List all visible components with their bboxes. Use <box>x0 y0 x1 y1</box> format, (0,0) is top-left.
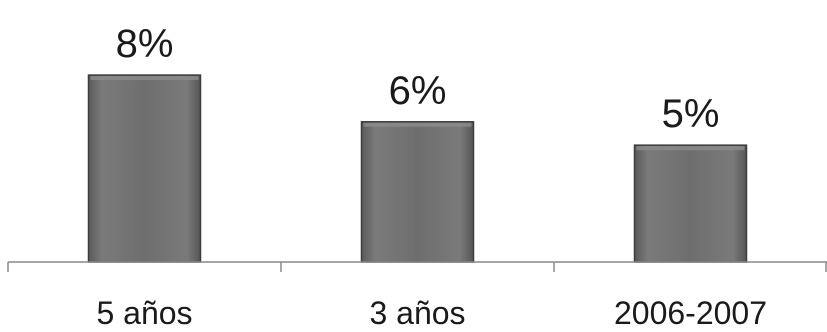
bar-2-bevel <box>363 122 472 127</box>
labels-group: 8% 5 años 6% 3 años 5% 2006-2007 <box>96 22 767 331</box>
data-label-3: 5% <box>662 92 720 136</box>
bar-2 <box>360 121 475 263</box>
bar-3-bevel <box>636 146 745 151</box>
x-axis <box>7 261 827 272</box>
data-label-1: 8% <box>116 22 174 66</box>
bar-1-bevel <box>90 76 199 81</box>
x-tick-label-3: 2006-2007 <box>614 295 767 331</box>
bar-1 <box>87 74 202 263</box>
x-tick-label-2: 3 años <box>369 295 465 331</box>
bars-group <box>87 74 748 263</box>
bar-3 <box>633 144 748 263</box>
x-tick-label-1: 5 años <box>96 295 192 331</box>
data-label-2: 6% <box>389 69 447 113</box>
